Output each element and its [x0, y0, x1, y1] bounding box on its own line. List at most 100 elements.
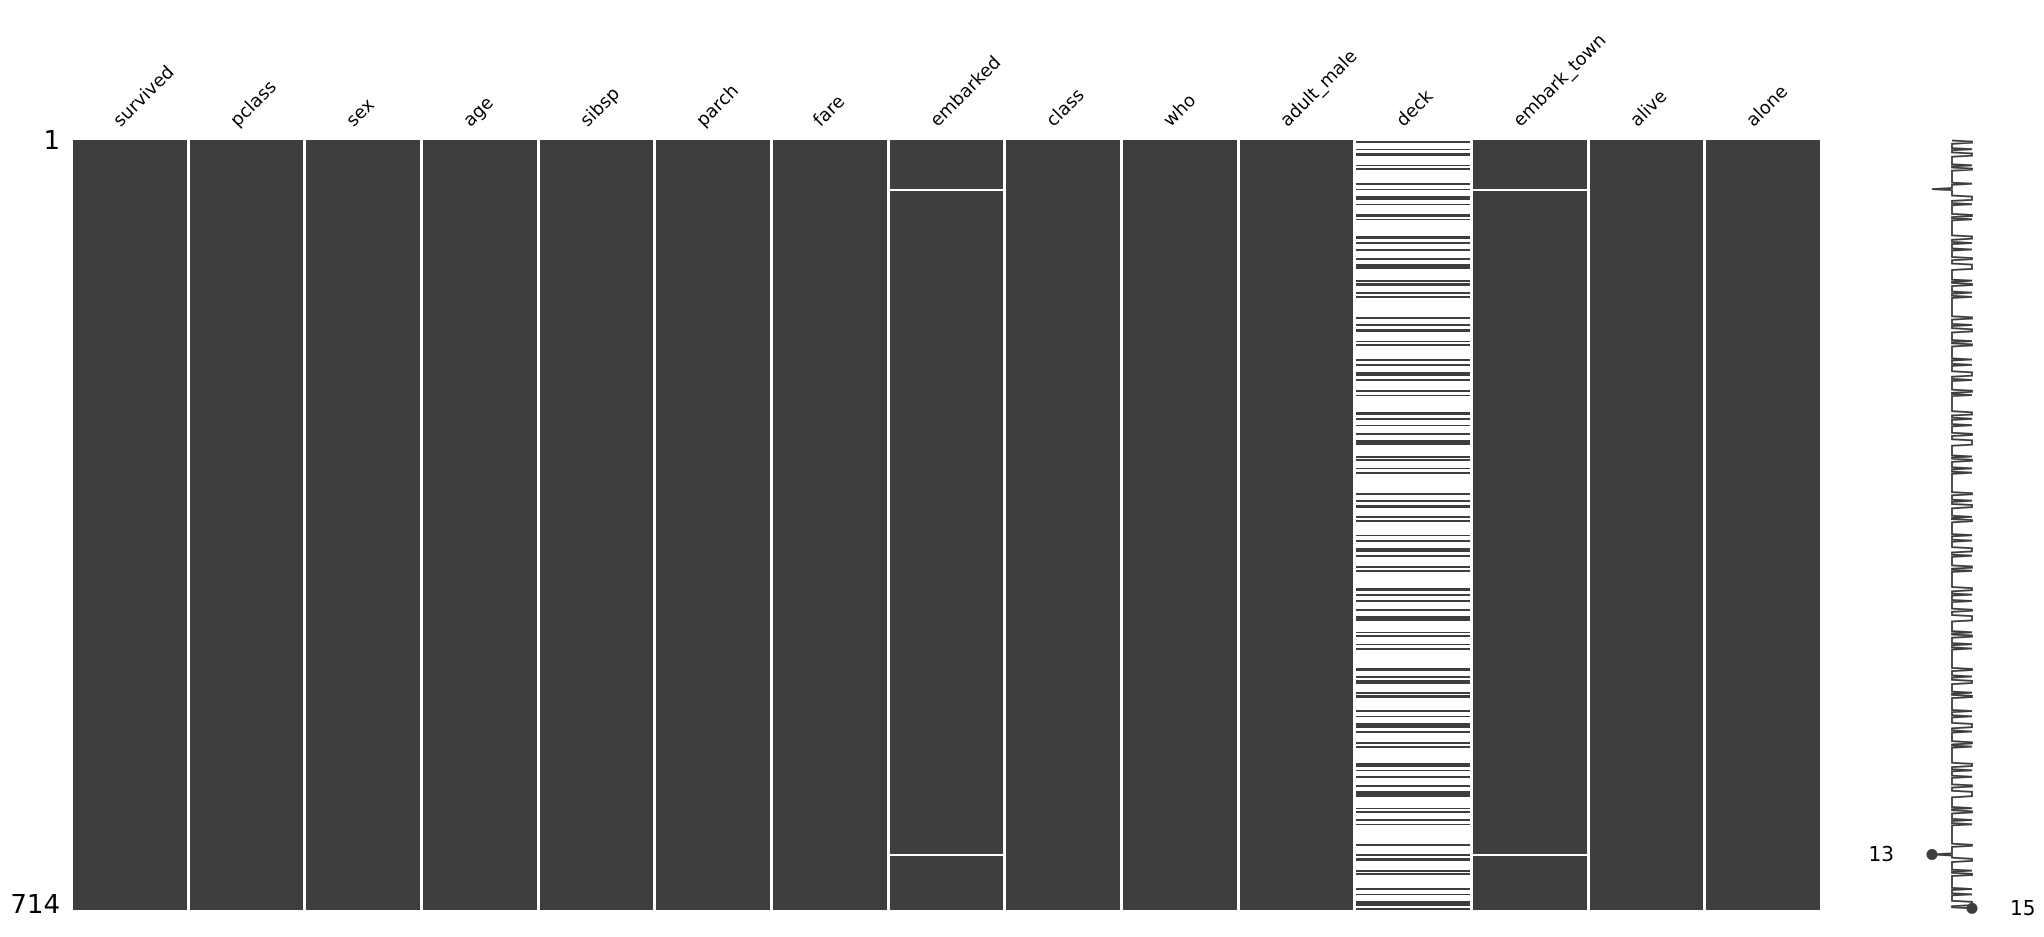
matrix-column-embark_town [1472, 140, 1587, 910]
deck-present-stripe [1356, 203, 1470, 206]
deck-present-stripe [1356, 343, 1470, 346]
deck-present-stripe [1356, 570, 1470, 572]
deck-present-stripe [1356, 776, 1470, 778]
deck-present-stripe [1356, 188, 1470, 191]
deck-present-stripe [1356, 784, 1470, 788]
deck-present-stripe [1356, 631, 1470, 634]
deck-present-stripe [1356, 248, 1470, 251]
deck-present-stripe [1356, 472, 1470, 474]
deck-present-stripe [1356, 516, 1470, 518]
deck-present-stripe [1356, 555, 1470, 557]
matrix-column-pclass [189, 140, 304, 910]
deck-present-stripe [1356, 547, 1470, 552]
deck-present-stripe [1356, 823, 1470, 826]
matrix-column-parch [656, 140, 770, 910]
deck-present-stripe [1356, 907, 1470, 910]
deck-present-stripe [1356, 257, 1470, 260]
deck-present-stripe [1356, 324, 1470, 326]
deck-present-stripe [1356, 152, 1470, 157]
deck-present-stripe [1356, 853, 1470, 856]
matrix-column-deck [1356, 140, 1470, 910]
deck-present-stripe [1356, 807, 1470, 810]
deck-present-stripe [1356, 467, 1470, 470]
deck-present-stripe [1356, 141, 1470, 144]
deck-present-stripe [1356, 459, 1470, 462]
matrix-column-alone [1706, 140, 1820, 910]
deck-present-stripe [1356, 692, 1470, 694]
deck-present-stripe [1356, 680, 1470, 684]
deck-present-stripe [1356, 888, 1470, 891]
deck-present-stripe [1356, 519, 1470, 522]
deck-present-stripe [1356, 148, 1470, 151]
matrix-column-embarked [889, 140, 1004, 910]
sparkline-max-label: 15 [2010, 896, 2036, 921]
deck-present-stripe [1356, 264, 1470, 270]
deck-present-stripe [1356, 316, 1470, 320]
deck-present-stripe [1356, 394, 1470, 397]
matrix-column-alive [1589, 140, 1704, 910]
deck-present-stripe [1356, 873, 1470, 876]
deck-present-stripe [1356, 534, 1470, 537]
matrix-column-sibsp [539, 140, 654, 910]
deck-present-stripe [1356, 328, 1470, 332]
deck-present-stripe [1356, 164, 1470, 167]
deck-present-stripe [1356, 364, 1470, 366]
deck-present-stripe [1356, 280, 1470, 282]
deck-present-stripe [1356, 371, 1470, 377]
deck-present-stripe [1356, 715, 1470, 718]
deck-present-stripe [1356, 870, 1470, 872]
deck-present-stripe [1356, 433, 1470, 436]
deck-present-stripe [1356, 183, 1470, 185]
deck-present-stripe [1356, 292, 1470, 294]
deck-present-stripe [1356, 296, 1470, 298]
deck-present-stripe [1356, 643, 1470, 646]
deck-present-stripe [1356, 242, 1470, 245]
deck-present-stripe [1356, 283, 1470, 286]
embarked-missing-stripe [889, 188, 1004, 191]
matrix-column-adult_male [1239, 140, 1354, 910]
deck-present-stripe [1356, 540, 1470, 542]
deck-present-stripe [1356, 710, 1470, 713]
embark_town-missing-stripe [1472, 853, 1587, 856]
deck-present-stripe [1356, 492, 1470, 495]
deck-present-stripe [1356, 615, 1470, 621]
deck-present-stripe [1356, 424, 1470, 427]
deck-present-stripe [1356, 565, 1470, 569]
deck-present-stripe [1356, 455, 1470, 458]
deck-present-stripe [1356, 235, 1470, 240]
deck-present-stripe [1356, 609, 1470, 612]
deck-present-stripe [1356, 893, 1470, 896]
deck-present-stripe [1356, 741, 1470, 744]
deck-present-stripe [1356, 746, 1470, 748]
deck-present-stripe [1356, 594, 1470, 596]
deck-present-stripe [1356, 810, 1470, 813]
deck-present-stripe [1356, 411, 1470, 415]
matrix-column-fare [772, 140, 887, 910]
deck-present-stripe [1356, 635, 1470, 638]
deck-present-stripe [1356, 647, 1470, 650]
embarked-missing-stripe [889, 853, 1004, 856]
deck-present-stripe [1356, 763, 1470, 767]
matrix-column-who [1122, 140, 1237, 910]
deck-present-stripe [1356, 730, 1470, 733]
deck-present-stripe [1356, 390, 1470, 393]
deck-present-stripe [1356, 358, 1470, 361]
row-axis-tick-first: 1 [43, 126, 60, 156]
deck-present-stripe [1356, 723, 1470, 728]
deck-present-stripe [1356, 500, 1470, 502]
deck-present-stripe [1356, 819, 1470, 821]
deck-present-stripe [1356, 504, 1470, 508]
matrix-column-class [1006, 140, 1120, 910]
nullity-matrix [73, 140, 1820, 910]
row-completeness-line [1931, 139, 1973, 910]
matrix-column-sex [306, 140, 420, 910]
matrix-column-survived [73, 140, 187, 910]
min-completeness-dot [1926, 848, 1938, 860]
deck-present-stripe [1356, 418, 1470, 420]
deck-present-stripe [1356, 791, 1470, 797]
deck-present-stripe [1356, 196, 1470, 201]
deck-present-stripe [1356, 675, 1470, 678]
deck-present-stripe [1356, 600, 1470, 603]
